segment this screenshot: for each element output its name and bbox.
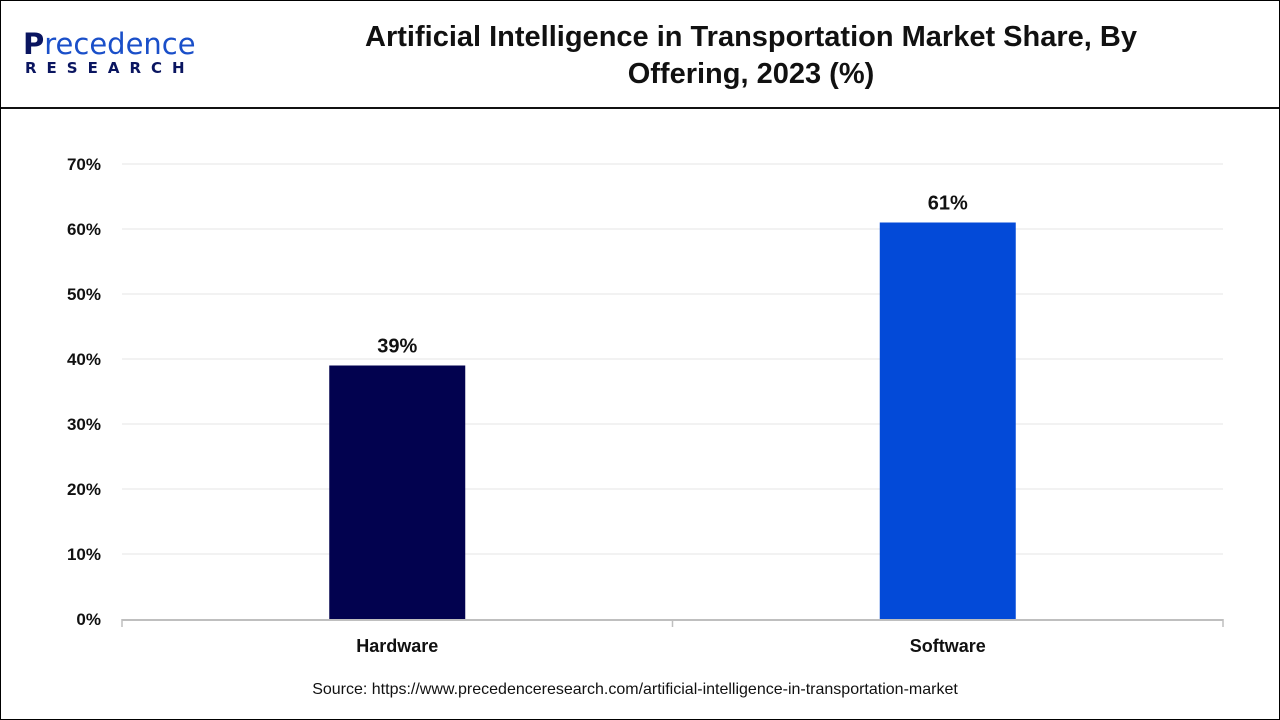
x-tick-label: Software	[910, 636, 986, 656]
header: Precedence RESEARCH Artificial Intellige…	[1, 1, 1279, 109]
bar-software	[879, 222, 1016, 619]
y-tick-label: 50%	[67, 285, 101, 304]
y-tick-label: 60%	[67, 220, 101, 239]
data-label: 61%	[928, 193, 968, 215]
chart-title: Artificial Intelligence in Transportatio…	[365, 21, 1137, 90]
y-tick-label: 20%	[67, 480, 101, 499]
precedence-research-logo: Precedence RESEARCH	[23, 29, 196, 77]
logo-line2: RESEARCH	[25, 59, 195, 77]
bar-hardware	[329, 365, 466, 619]
logo-line1: Precedence	[23, 27, 196, 61]
data-label: 39%	[377, 336, 417, 358]
y-tick-label: 30%	[67, 415, 101, 434]
y-tick-label: 40%	[67, 350, 101, 369]
y-tick-label: 70%	[67, 155, 101, 174]
source-note: Source: https://www.precedenceresearch.c…	[312, 681, 958, 698]
y-tick-label: 0%	[76, 610, 101, 629]
x-tick-label: Hardware	[356, 636, 438, 656]
y-tick-label: 10%	[67, 545, 101, 564]
